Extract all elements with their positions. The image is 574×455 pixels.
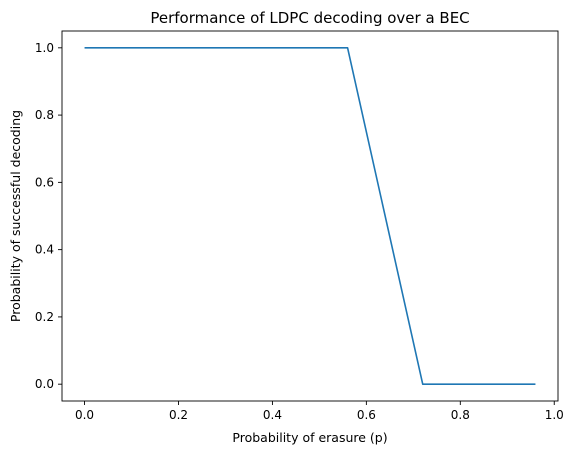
x-tick-label: 0.6 xyxy=(357,408,376,422)
y-tick-label: 0.8 xyxy=(35,108,54,122)
y-axis-ticks: 0.0 0.2 0.4 0.6 0.8 1.0 xyxy=(35,41,62,391)
series-line xyxy=(84,47,536,385)
chart-title: Performance of LDPC decoding over a BEC xyxy=(150,9,469,27)
series-layer xyxy=(84,47,536,385)
plot-area-frame xyxy=(61,30,559,402)
x-axis-ticks: 0.0 0.2 0.4 0.6 0.8 1.0 xyxy=(75,401,564,422)
y-tick-label: 0.2 xyxy=(35,310,54,324)
y-tick-label: 0.4 xyxy=(35,243,54,257)
x-tick-label: 0.4 xyxy=(263,408,282,422)
x-axis-label: Probability of erasure (p) xyxy=(232,430,387,445)
x-tick-label: 0.0 xyxy=(75,408,94,422)
x-tick-label: 0.2 xyxy=(169,408,188,422)
y-axis-label: Probability of successful decoding xyxy=(8,110,23,322)
y-tick-label: 1.0 xyxy=(35,41,54,55)
y-tick-label: 0.0 xyxy=(35,377,54,391)
x-tick-label: 0.8 xyxy=(451,408,470,422)
y-tick-label: 0.6 xyxy=(35,175,54,189)
x-tick-label: 1.0 xyxy=(545,408,564,422)
